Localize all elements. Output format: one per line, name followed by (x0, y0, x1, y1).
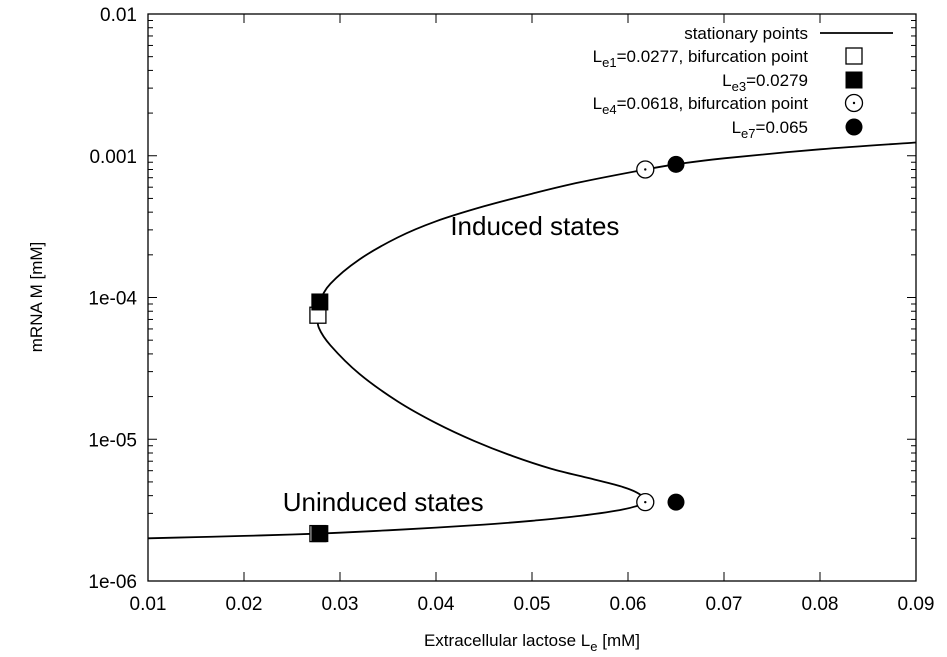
filled-circle-marker (667, 493, 685, 511)
legend-label: stationary points (684, 24, 808, 43)
stationary-curve (147, 141, 917, 540)
legend-label: Le3=0.0279 (722, 71, 808, 94)
open-circle-marker (636, 160, 655, 179)
legend-filled-circle-swatch (845, 118, 863, 136)
x-tick-label: 0.04 (418, 594, 455, 615)
x-tick-label: 0.03 (322, 594, 359, 615)
annotation-label: Uninduced states (283, 487, 484, 517)
y-tick-label: 1e-06 (88, 572, 137, 593)
x-tick-label: 0.02 (226, 594, 263, 615)
stationary-curve-layer (147, 141, 917, 540)
y-tick-label: 1e-04 (88, 289, 137, 310)
legend-open-circle-swatch (844, 93, 864, 113)
legend: stationary points Le1=0.0277, bifurcation… (593, 24, 893, 141)
y-tick-label: 1e-05 (88, 430, 137, 451)
legend-filled-square-swatch (845, 71, 863, 89)
y-tick-label: 0.001 (89, 147, 137, 168)
annotation-label: Induced states (450, 211, 619, 241)
y-tick-label: 0.01 (100, 5, 137, 26)
legend-label: Le4=0.0618, bifurcation point (593, 94, 809, 117)
x-axis-title: Extracellular lactose Le [mM] (424, 631, 640, 654)
y-axis-title: mRNA M [mM] (27, 242, 46, 353)
open-circle-marker (636, 492, 655, 512)
filled-circle-marker (667, 155, 685, 173)
x-tick-label: 0.07 (706, 594, 743, 615)
legend-label: Le7=0.065 (732, 118, 808, 141)
marker-layer (309, 155, 685, 543)
legend-label: Le1=0.0277, bifurcation point (593, 47, 809, 70)
x-tick-label: 0.06 (610, 594, 647, 615)
filled-square-marker (311, 293, 329, 311)
x-tick-label: 0.09 (898, 594, 935, 615)
legend-open-square-swatch (845, 47, 863, 65)
x-tick-label: 0.08 (802, 594, 839, 615)
x-tick-label: 0.05 (514, 594, 551, 615)
x-tick-label: 0.01 (130, 594, 167, 615)
axis-ticks: 0.01 0.02 0.03 0.04 0.05 0.06 0.07 0.08 0.09 1e-0… (88, 5, 934, 615)
annotation-layer: Induced states Uninduced states (283, 211, 620, 517)
filled-square-marker (311, 525, 329, 543)
